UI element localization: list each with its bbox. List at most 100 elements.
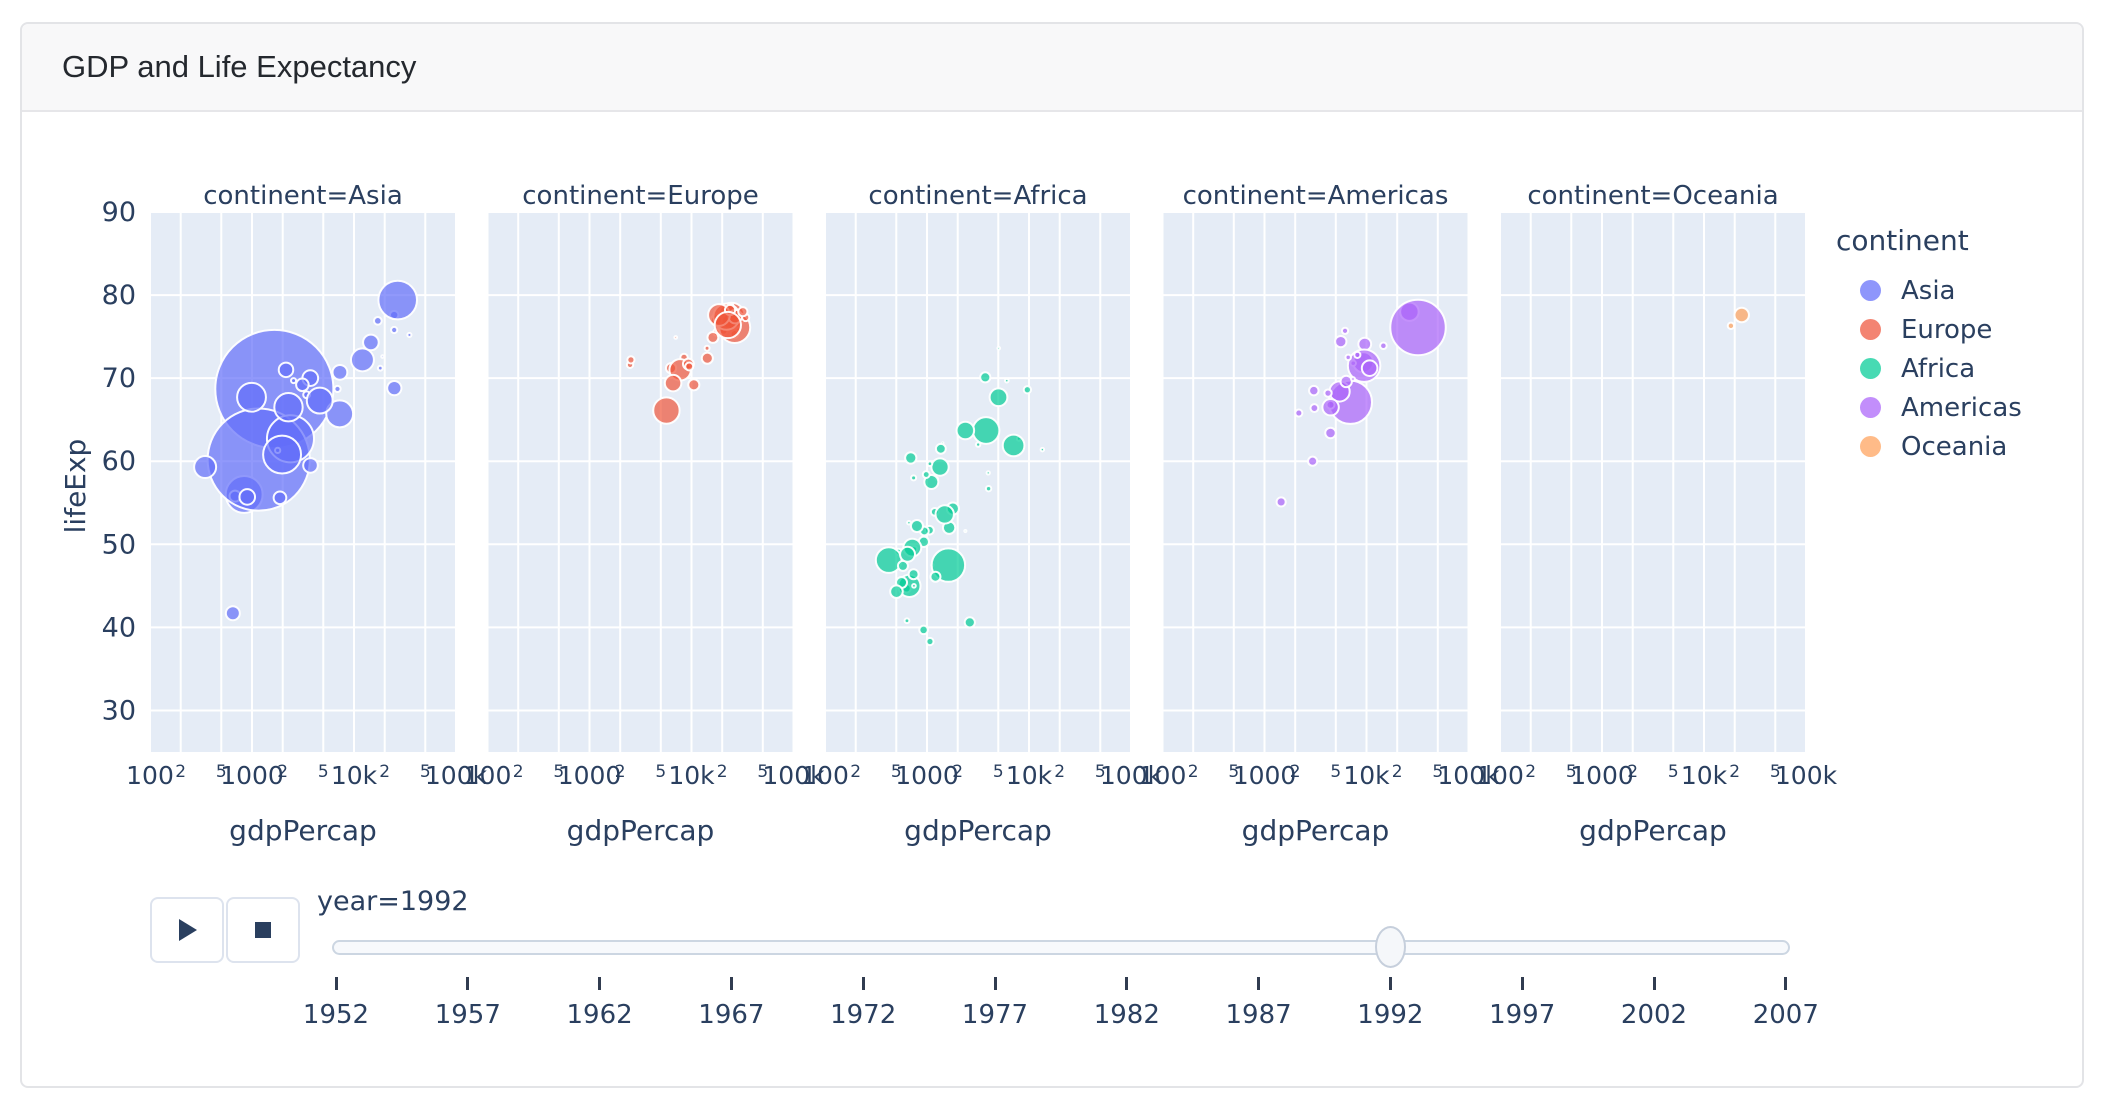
bubble[interactable] <box>1294 408 1304 418</box>
bubble[interactable] <box>380 354 385 359</box>
bubble[interactable] <box>626 355 636 365</box>
bubble[interactable] <box>1339 374 1353 389</box>
legend-label: Americas <box>1901 392 2022 423</box>
bubble[interactable] <box>911 583 917 589</box>
play-button[interactable] <box>150 897 224 963</box>
bubble[interactable] <box>963 528 968 534</box>
bubble[interactable] <box>985 470 991 476</box>
stop-button[interactable] <box>226 897 300 963</box>
bubble[interactable] <box>1350 376 1356 382</box>
bubble[interactable] <box>663 373 683 393</box>
bubble[interactable] <box>899 545 916 563</box>
bubble[interactable] <box>684 361 695 372</box>
bubble[interactable] <box>362 333 380 352</box>
bubble[interactable] <box>273 392 304 423</box>
bubble[interactable] <box>1353 350 1362 359</box>
bubble[interactable] <box>984 484 993 493</box>
bubble[interactable] <box>350 347 375 373</box>
bubble[interactable] <box>406 331 413 339</box>
bubble[interactable] <box>703 344 711 352</box>
bubble[interactable] <box>737 306 749 318</box>
slider-tick <box>598 977 602 990</box>
bubble[interactable] <box>390 325 399 335</box>
bubble[interactable] <box>907 568 920 581</box>
bubble[interactable] <box>1307 455 1319 467</box>
bubble[interactable] <box>290 377 298 385</box>
bubble[interactable] <box>910 474 918 482</box>
bubble[interactable] <box>903 617 911 625</box>
bubble[interactable] <box>325 399 355 429</box>
bubble[interactable] <box>302 457 319 474</box>
legend-item-asia[interactable]: Asia <box>1836 271 2022 310</box>
bubble[interactable] <box>224 605 241 622</box>
bubble[interactable] <box>236 381 267 413</box>
bubble[interactable] <box>1324 426 1337 440</box>
bubble[interactable] <box>906 519 912 526</box>
bubble[interactable] <box>996 345 1002 351</box>
bubble[interactable] <box>673 335 679 340</box>
bubble[interactable] <box>918 624 929 636</box>
bubble[interactable] <box>272 490 288 506</box>
bubble[interactable] <box>921 470 931 479</box>
legend-item-europe[interactable]: Europe <box>1836 310 2022 349</box>
year-slider-handle[interactable] <box>1374 926 1406 968</box>
bubble[interactable] <box>955 420 976 441</box>
bubble[interactable] <box>909 518 924 534</box>
bubble[interactable] <box>1001 433 1026 458</box>
bubble[interactable] <box>929 570 942 583</box>
bubble[interactable] <box>1321 398 1340 417</box>
bubble[interactable] <box>1389 298 1447 357</box>
x-minor-tick-label: 5 <box>993 762 1004 782</box>
legend-item-oceania[interactable]: Oceania <box>1836 427 2022 466</box>
bubble[interactable] <box>1360 359 1379 377</box>
bubble[interactable] <box>238 488 257 506</box>
bubble[interactable] <box>1726 321 1736 331</box>
bubble[interactable] <box>1344 353 1352 362</box>
bubble[interactable] <box>971 416 1001 445</box>
bubble[interactable] <box>1334 334 1348 349</box>
bubble[interactable] <box>372 316 383 326</box>
bubble[interactable] <box>652 396 681 425</box>
bubble[interactable] <box>874 546 903 574</box>
bubble[interactable] <box>1379 341 1388 351</box>
legend-item-americas[interactable]: Americas <box>1836 388 2022 427</box>
legend-item-africa[interactable]: Africa <box>1836 349 2022 388</box>
bubble[interactable] <box>305 386 334 415</box>
bubble[interactable] <box>988 387 1009 408</box>
bubble[interactable] <box>974 441 982 448</box>
bubble[interactable] <box>377 279 418 321</box>
bubble[interactable] <box>1275 496 1287 508</box>
bubble[interactable] <box>295 377 310 393</box>
bubble[interactable] <box>1340 326 1350 335</box>
bubble[interactable] <box>979 371 992 384</box>
bubble[interactable] <box>926 460 934 468</box>
bubble[interactable] <box>333 384 342 394</box>
bubble[interactable] <box>1022 385 1033 395</box>
bubble[interactable] <box>934 504 955 525</box>
bubble[interactable] <box>706 331 720 344</box>
bubble[interactable] <box>934 442 947 455</box>
bubble[interactable] <box>262 434 303 475</box>
bubble[interactable] <box>687 378 701 392</box>
bubble[interactable] <box>925 636 935 647</box>
bubble[interactable] <box>1003 377 1010 384</box>
bubble[interactable] <box>1308 384 1320 397</box>
bubble[interactable] <box>1309 403 1320 413</box>
bubble[interactable] <box>331 363 349 381</box>
bubble[interactable] <box>376 364 384 372</box>
bubble[interactable] <box>930 457 950 477</box>
bubble[interactable] <box>904 451 918 465</box>
bubble[interactable] <box>1039 446 1046 453</box>
year-slider-track[interactable] <box>332 940 1790 955</box>
bubble[interactable] <box>713 310 742 340</box>
bubble[interactable] <box>193 455 218 480</box>
bubble[interactable] <box>700 351 714 365</box>
bubble[interactable] <box>889 584 904 599</box>
bubble[interactable] <box>1323 388 1333 398</box>
bubble[interactable] <box>963 616 976 629</box>
bubble[interactable] <box>277 361 295 379</box>
bubble[interactable] <box>1733 306 1750 324</box>
slider-tick <box>334 977 338 990</box>
bubble[interactable] <box>386 380 403 397</box>
x-minor-tick-label: 2 <box>379 762 390 782</box>
